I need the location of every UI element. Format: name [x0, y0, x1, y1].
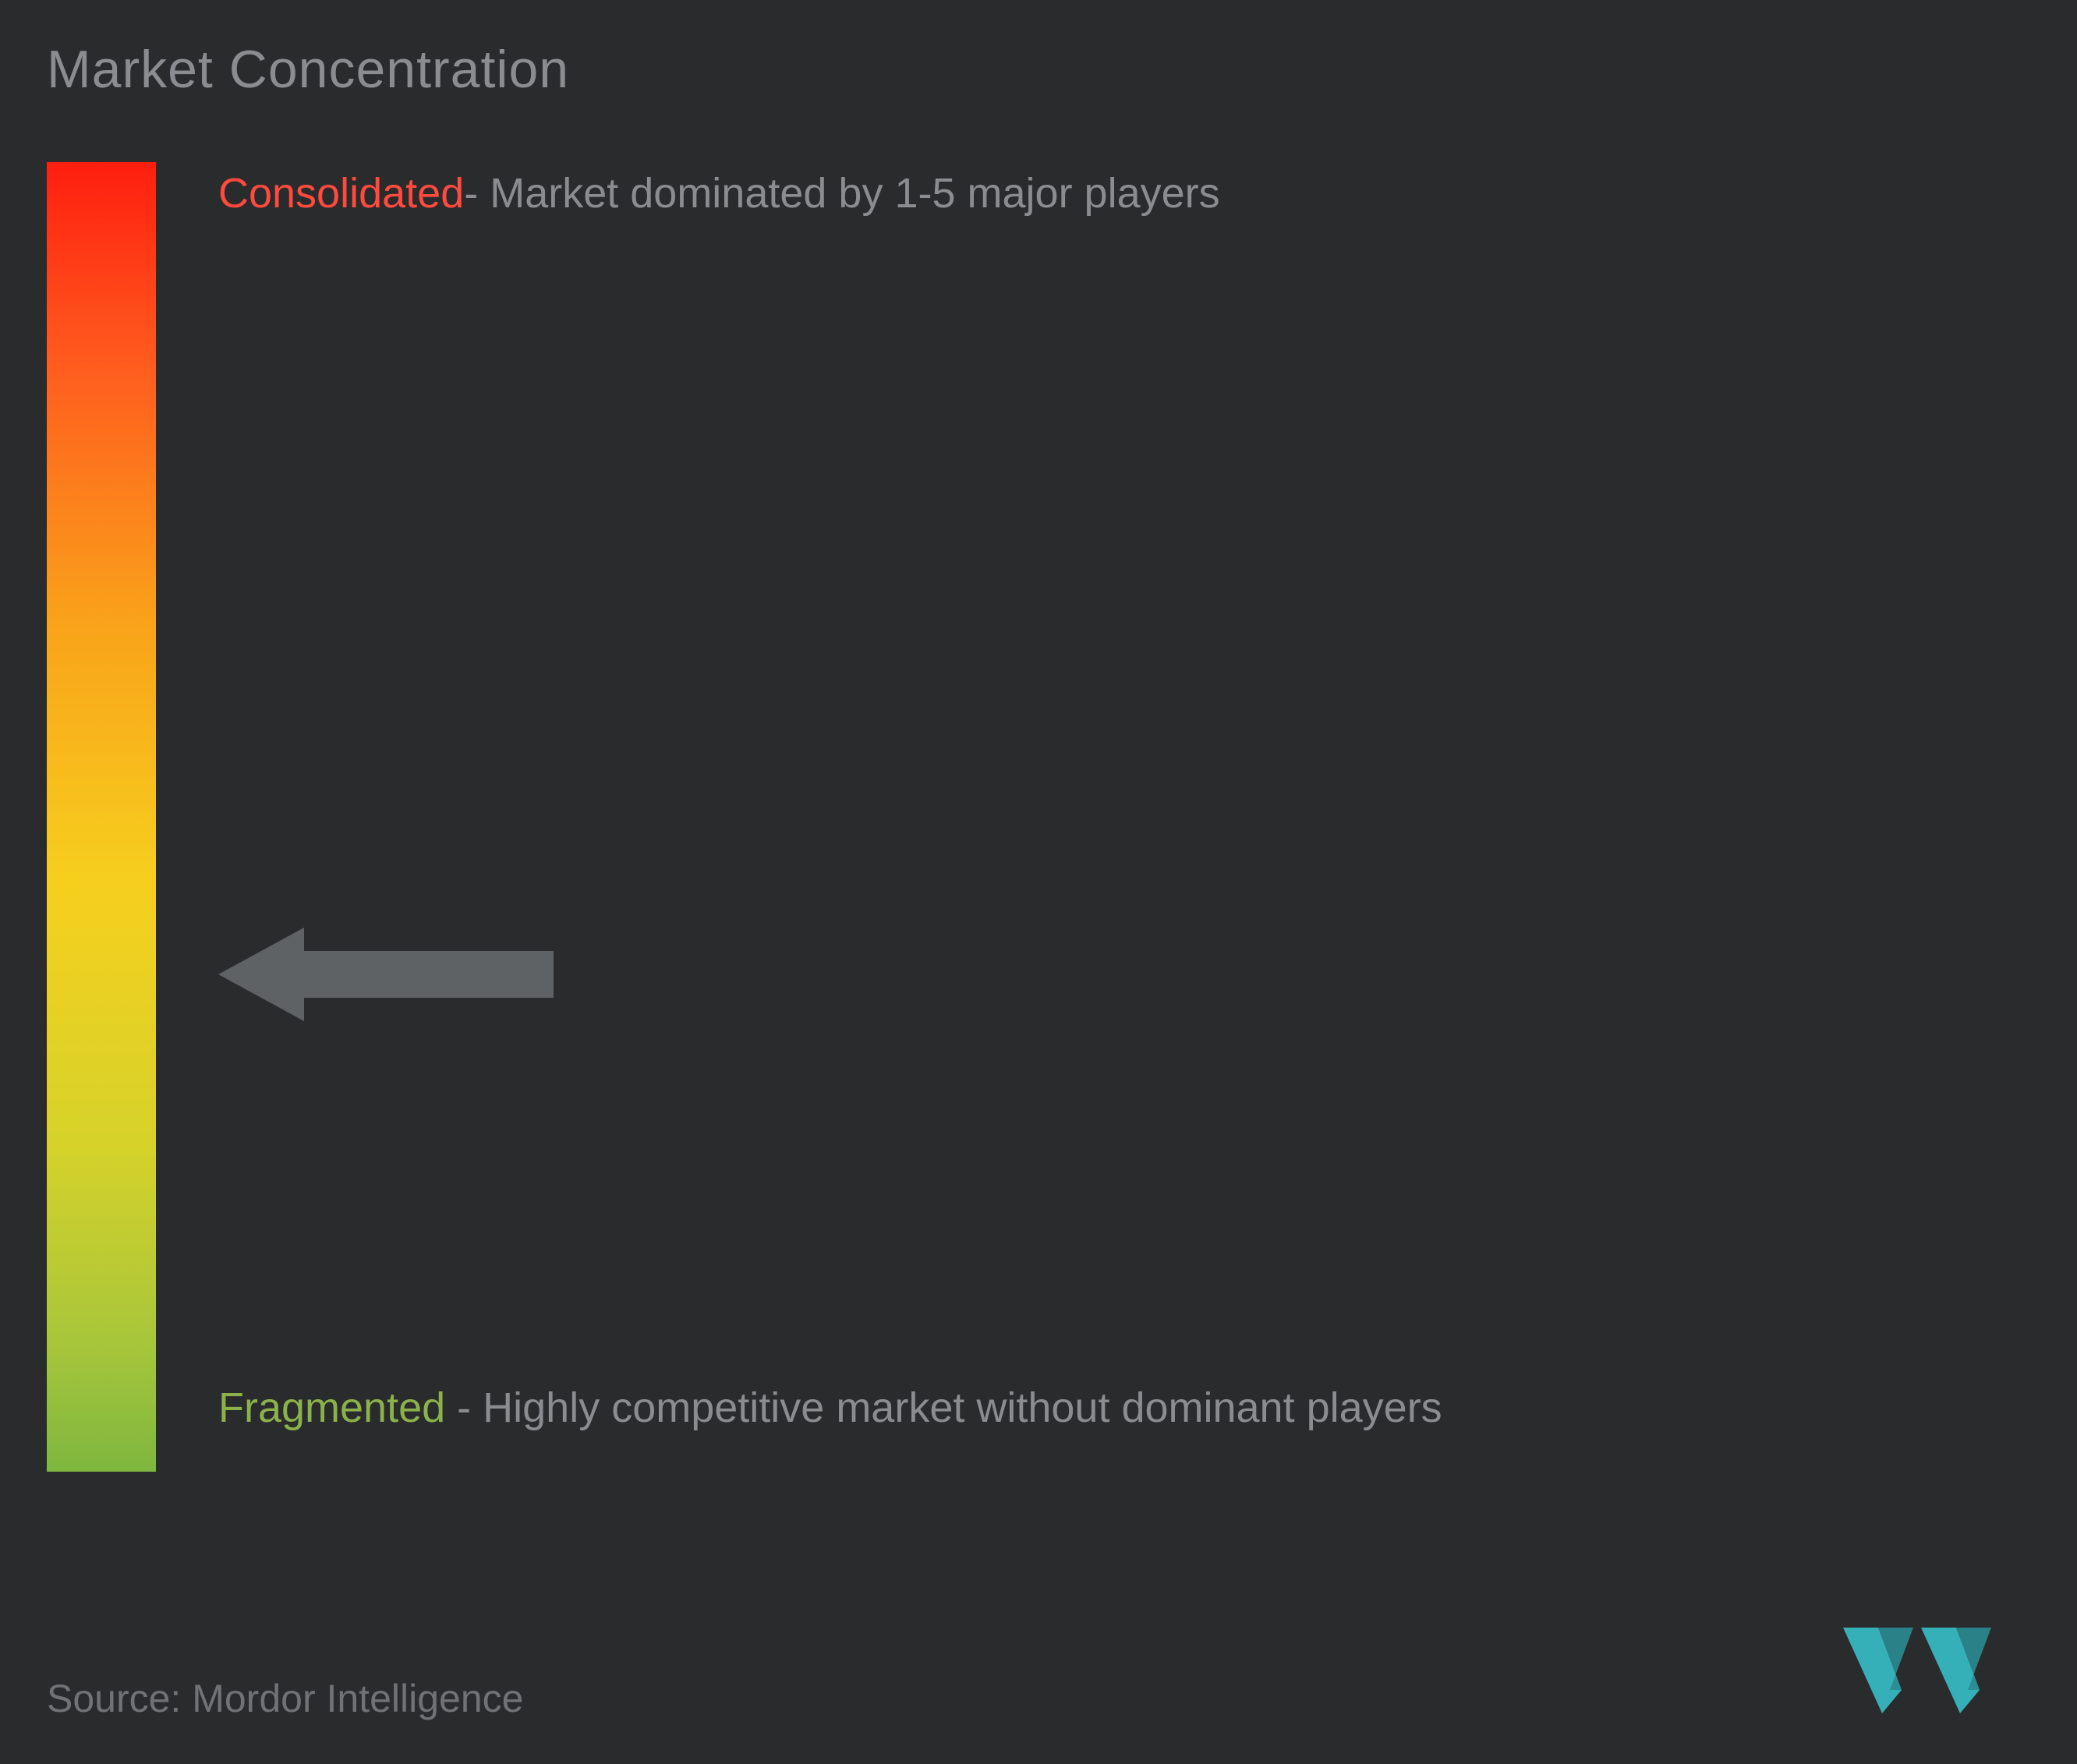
consolidated-desc: - Market dominated by 1-5 major players — [464, 170, 1219, 217]
chart-container: Market Concentration Consolidated- Marke… — [0, 0, 2077, 1764]
indicator-arrow-icon — [218, 920, 577, 1029]
labels-area: Consolidated- Market dominated by 1-5 ma… — [156, 162, 2030, 1472]
fragmented-desc: - Highly competitive market without domi… — [445, 1384, 1442, 1431]
mordor-logo-icon — [1835, 1616, 2007, 1725]
chart-title: Market Concentration — [47, 39, 2030, 100]
source-attribution: Source: Mordor Intelligence — [47, 1676, 523, 1721]
source-prefix: Source: — [47, 1677, 192, 1720]
chart-content: Consolidated- Market dominated by 1-5 ma… — [47, 162, 2030, 1472]
fragmented-key: Fragmented — [218, 1384, 445, 1431]
source-text: Mordor Intelligence — [192, 1677, 523, 1720]
fragmented-label: Fragmented - Highly competitive market w… — [218, 1368, 1999, 1448]
consolidated-label: Consolidated- Market dominated by 1-5 ma… — [218, 162, 1999, 225]
consolidated-key: Consolidated — [218, 170, 464, 217]
concentration-gradient-bar — [47, 162, 156, 1472]
